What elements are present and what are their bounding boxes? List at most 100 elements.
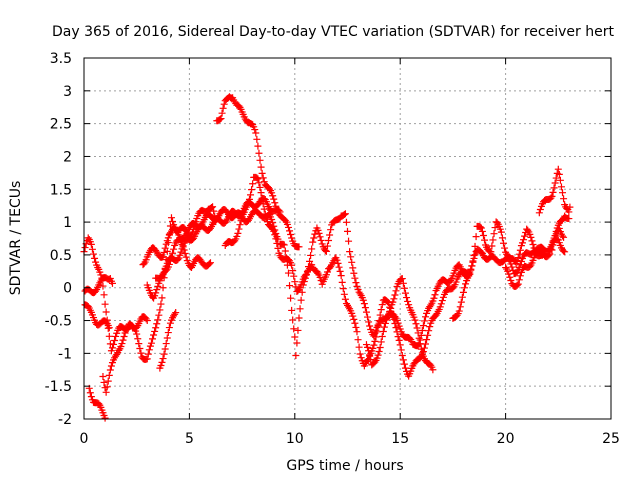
data-point [351,274,359,282]
data-point [334,259,342,267]
data-point [219,104,227,112]
y-tick-label: 3 [63,84,72,100]
data-point [158,294,166,302]
data-point [419,322,427,330]
data-point [559,189,567,197]
data-point [261,210,269,218]
data-point [335,263,343,271]
data-point [364,313,372,321]
data-point [401,364,409,372]
data-point [251,126,259,134]
data-point [354,336,362,344]
x-tick-labels: 0 5 10 15 20 25 [80,431,620,447]
data-point [165,324,173,332]
data-point [349,264,357,272]
y-tick-label: -1 [58,346,72,362]
data-point [257,163,265,171]
data-point [294,287,302,295]
data-point [376,311,384,319]
data-point [438,297,446,305]
data-point [271,231,279,239]
data-point [297,296,305,304]
x-tick-label: 10 [286,431,304,447]
data-point [322,247,330,255]
data-point [291,333,299,341]
data-point [469,257,477,265]
data-point [234,229,242,237]
data-point [465,272,473,280]
data-point [87,240,95,248]
data-point [470,252,478,260]
data-point [284,269,292,277]
data-point [565,208,573,216]
data-point [288,306,296,314]
data-point [377,306,385,314]
data-point [272,235,280,243]
y-tick-label: 1.5 [50,182,72,198]
data-point [92,258,100,266]
data-point [100,291,108,299]
data-point [550,184,558,192]
data-point [498,234,506,242]
data-point [559,232,567,240]
data-point [371,337,379,345]
data-point [514,280,522,288]
data-point [299,281,307,289]
data-point [258,194,266,202]
data-point [373,354,381,362]
data-point [151,327,159,335]
data-point [340,211,348,219]
data-point [156,306,164,314]
data-point [490,230,498,238]
data-point [142,315,150,323]
data-point [346,248,354,256]
data-point [283,220,291,228]
x-tick-label: 0 [80,431,89,447]
data-point [159,253,167,261]
data-point [520,236,528,244]
data-point [256,183,264,191]
data-point [366,322,374,330]
data-point [247,191,255,199]
data-point [317,236,325,244]
data-point [421,313,429,321]
data-point [270,227,278,235]
data-point [551,232,559,240]
data-point [366,351,374,359]
data-point [268,224,276,232]
data-point [136,345,144,353]
data-point [323,268,331,276]
data-point [436,303,444,311]
data-point [119,336,127,344]
data-point [206,259,214,267]
data-point [347,253,355,261]
data-point [536,206,544,214]
y-tick-label: -0.5 [45,314,72,330]
data-point [437,300,445,308]
data-point [152,324,160,332]
data-point [365,347,373,355]
data-point [377,338,385,346]
data-point [411,316,419,324]
y-tick-label: 2 [63,149,72,165]
data-point [255,149,263,157]
data-point [306,257,314,265]
data-point [310,234,318,242]
data-point [517,258,525,266]
data-point [153,320,161,328]
data-point [555,170,563,178]
series-track-6 [156,309,180,372]
data-point [462,280,470,288]
data-point [546,250,554,258]
data-point [424,331,432,339]
data-point [153,286,161,294]
x-tick-label: 5 [185,431,194,447]
data-point [381,319,389,327]
data-point [286,227,294,235]
data-point [380,323,388,331]
data-point [144,350,152,358]
series-track-4 [85,384,109,422]
data-point [164,329,172,337]
data-point [528,237,536,245]
data-point [399,279,407,287]
